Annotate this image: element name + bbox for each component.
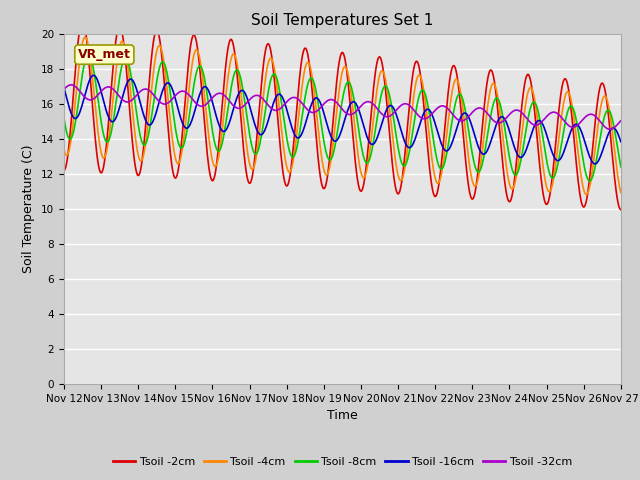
Tsoil -16cm bbox=[214, 120, 222, 125]
Text: VR_met: VR_met bbox=[78, 48, 131, 61]
Tsoil -32cm bbox=[60, 86, 68, 92]
Tsoil -16cm bbox=[70, 115, 78, 121]
Tsoil -8cm bbox=[70, 126, 78, 132]
Tsoil -4cm bbox=[428, 149, 435, 155]
Legend: Tsoil -2cm, Tsoil -4cm, Tsoil -8cm, Tsoil -16cm, Tsoil -32cm: Tsoil -2cm, Tsoil -4cm, Tsoil -8cm, Tsoi… bbox=[108, 453, 577, 471]
Tsoil -4cm bbox=[582, 192, 590, 197]
Tsoil -8cm bbox=[85, 51, 93, 57]
Title: Soil Temperatures Set 1: Soil Temperatures Set 1 bbox=[252, 13, 433, 28]
Tsoil -8cm bbox=[214, 148, 222, 154]
Tsoil -4cm bbox=[70, 111, 78, 117]
Tsoil -32cm bbox=[67, 82, 75, 88]
Line: Tsoil -16cm: Tsoil -16cm bbox=[64, 75, 621, 164]
Tsoil -8cm bbox=[617, 164, 625, 170]
Tsoil -8cm bbox=[428, 121, 435, 127]
Tsoil -16cm bbox=[185, 124, 193, 130]
Tsoil -16cm bbox=[411, 137, 419, 143]
Tsoil -2cm bbox=[428, 178, 435, 183]
Tsoil -32cm bbox=[128, 97, 136, 103]
Tsoil -16cm bbox=[60, 85, 68, 91]
Tsoil -8cm bbox=[60, 116, 68, 121]
X-axis label: Time: Time bbox=[327, 409, 358, 422]
Tsoil -16cm bbox=[90, 72, 97, 78]
Tsoil -8cm bbox=[128, 79, 136, 85]
Tsoil -16cm bbox=[128, 77, 136, 83]
Tsoil -2cm bbox=[60, 168, 68, 173]
Tsoil -32cm bbox=[71, 84, 79, 89]
Tsoil -32cm bbox=[214, 91, 222, 96]
Tsoil -2cm bbox=[70, 83, 78, 89]
Line: Tsoil -4cm: Tsoil -4cm bbox=[64, 37, 621, 194]
Line: Tsoil -8cm: Tsoil -8cm bbox=[64, 54, 621, 181]
Tsoil -4cm bbox=[185, 90, 193, 96]
Tsoil -2cm bbox=[128, 136, 136, 142]
Tsoil -2cm bbox=[185, 58, 193, 64]
Tsoil -4cm bbox=[411, 86, 419, 92]
Tsoil -32cm bbox=[411, 108, 419, 114]
Tsoil -32cm bbox=[185, 92, 193, 97]
Line: Tsoil -32cm: Tsoil -32cm bbox=[64, 85, 621, 129]
Tsoil -8cm bbox=[586, 178, 594, 184]
Tsoil -32cm bbox=[617, 118, 625, 124]
Tsoil -8cm bbox=[411, 115, 419, 121]
Y-axis label: Soil Temperature (C): Soil Temperature (C) bbox=[22, 144, 35, 273]
Tsoil -32cm bbox=[606, 126, 614, 132]
Line: Tsoil -2cm: Tsoil -2cm bbox=[64, 22, 621, 210]
Tsoil -2cm bbox=[214, 148, 222, 154]
Tsoil -4cm bbox=[214, 156, 222, 162]
Tsoil -16cm bbox=[428, 110, 435, 116]
Tsoil -2cm bbox=[79, 19, 86, 24]
Tsoil -4cm bbox=[81, 34, 89, 40]
Tsoil -4cm bbox=[128, 104, 136, 110]
Tsoil -2cm bbox=[411, 61, 419, 67]
Tsoil -8cm bbox=[185, 117, 193, 123]
Tsoil -16cm bbox=[591, 161, 599, 167]
Tsoil -32cm bbox=[428, 112, 435, 118]
Tsoil -4cm bbox=[617, 190, 625, 195]
Tsoil -2cm bbox=[617, 207, 625, 213]
Tsoil -16cm bbox=[617, 139, 625, 144]
Tsoil -4cm bbox=[60, 146, 68, 152]
